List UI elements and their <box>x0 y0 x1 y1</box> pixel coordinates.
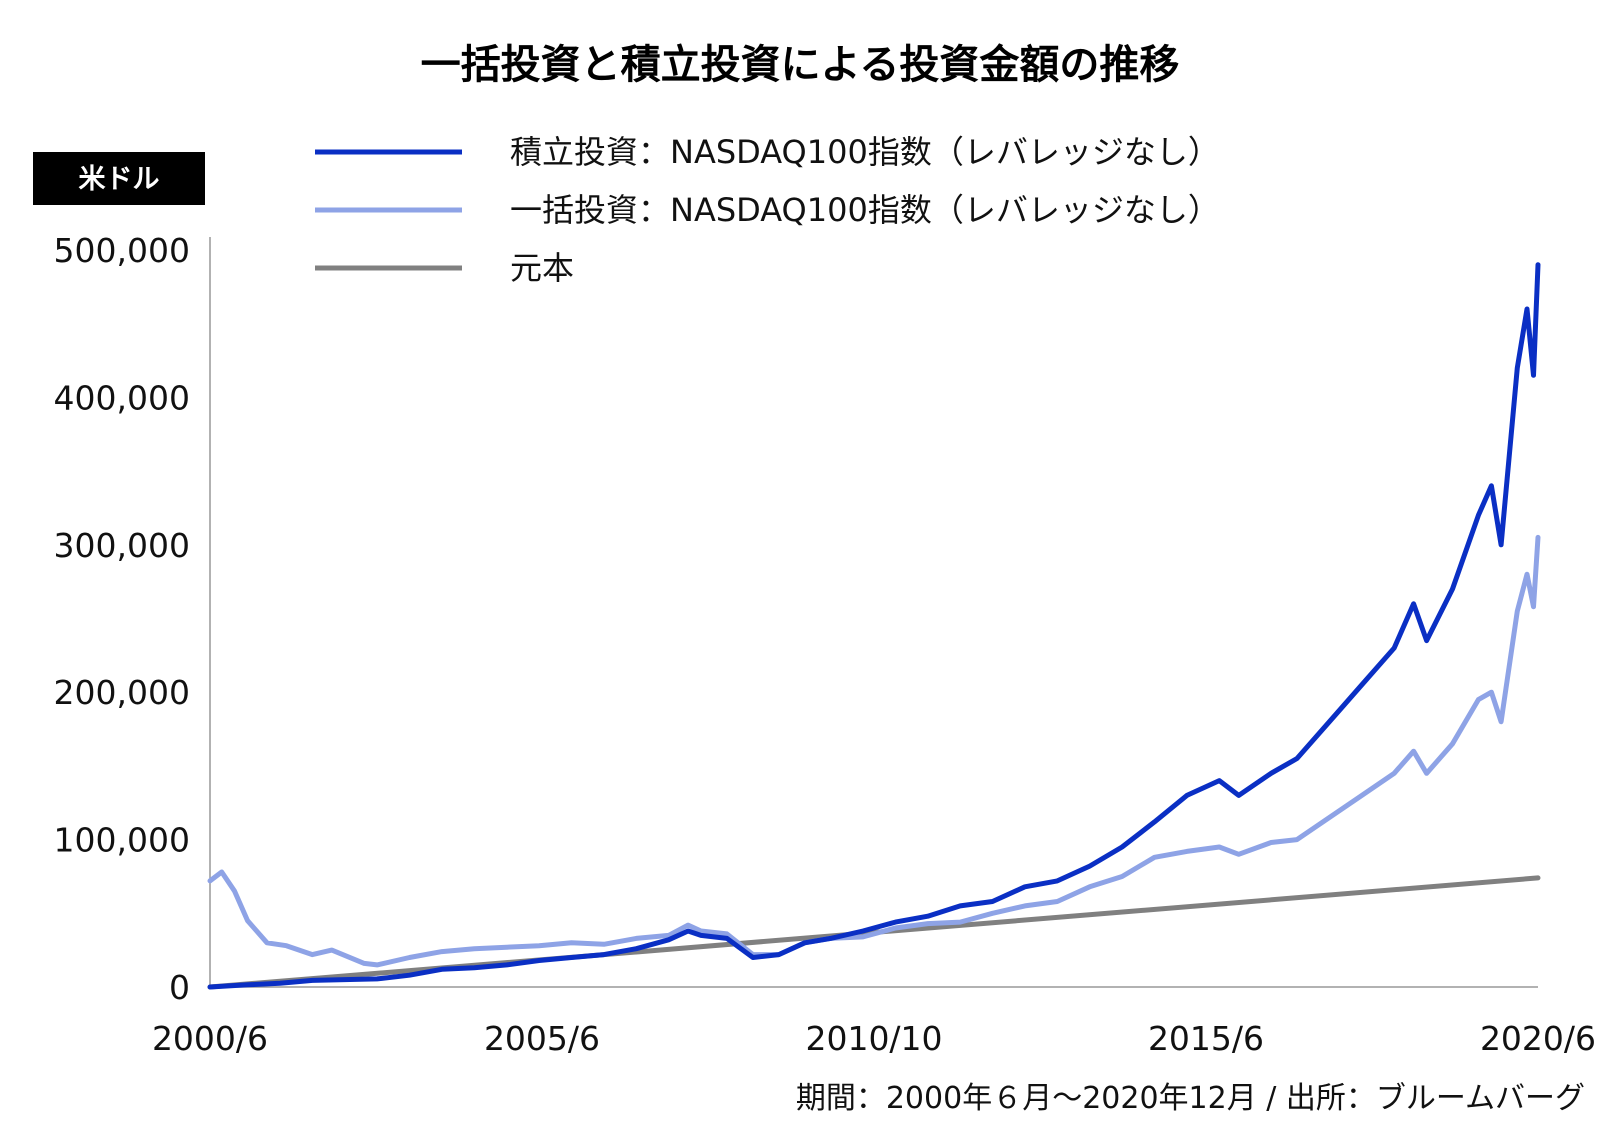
chart-title: 一括投資と積立投資による投資金額の推移 <box>421 42 1180 88</box>
y-tick-label: 100,000 <box>54 821 190 860</box>
series-line-0 <box>207 262 1541 990</box>
legend: 積立投資：NASDAQ100指数（レバレッジなし） 一括投資：NASDAQ100指… <box>315 133 1220 287</box>
x-tick-label: 2000/6 <box>152 1019 268 1058</box>
y-tick-label: 300,000 <box>54 526 190 565</box>
legend-label: 元本 <box>510 249 574 287</box>
y-tick-label: 500,000 <box>54 231 190 270</box>
y-tick-label: 200,000 <box>54 673 190 712</box>
x-tick-label: 2015/6 <box>1148 1019 1264 1058</box>
unit-label-background <box>33 152 205 205</box>
series-layer <box>207 262 1541 990</box>
legend-label: 一括投資：NASDAQ100指数（レバレッジなし） <box>510 191 1220 229</box>
series-line-1 <box>207 534 1541 968</box>
source-note: 期間：2000年６月〜2020年12月 / 出所：ブルームバーグ <box>796 1081 1585 1116</box>
y-axis: 500,000 400,000 300,000 200,000 100,000 0 <box>54 231 211 1007</box>
x-tick-label: 2005/6 <box>484 1019 600 1058</box>
y-tick-label: 400,000 <box>54 378 190 417</box>
x-tick-label: 2020/6 <box>1480 1019 1596 1058</box>
y-tick-label: 0 <box>169 968 190 1007</box>
x-tick-label: 2010/10 <box>805 1019 942 1058</box>
unit-label: 米ドル <box>33 152 205 205</box>
legend-label: 積立投資：NASDAQ100指数（レバレッジなし） <box>510 133 1220 171</box>
unit-label-text: 米ドル <box>79 164 160 195</box>
x-axis: 2000/6 2005/6 2010/10 2015/6 2020/6 <box>152 986 1596 1058</box>
